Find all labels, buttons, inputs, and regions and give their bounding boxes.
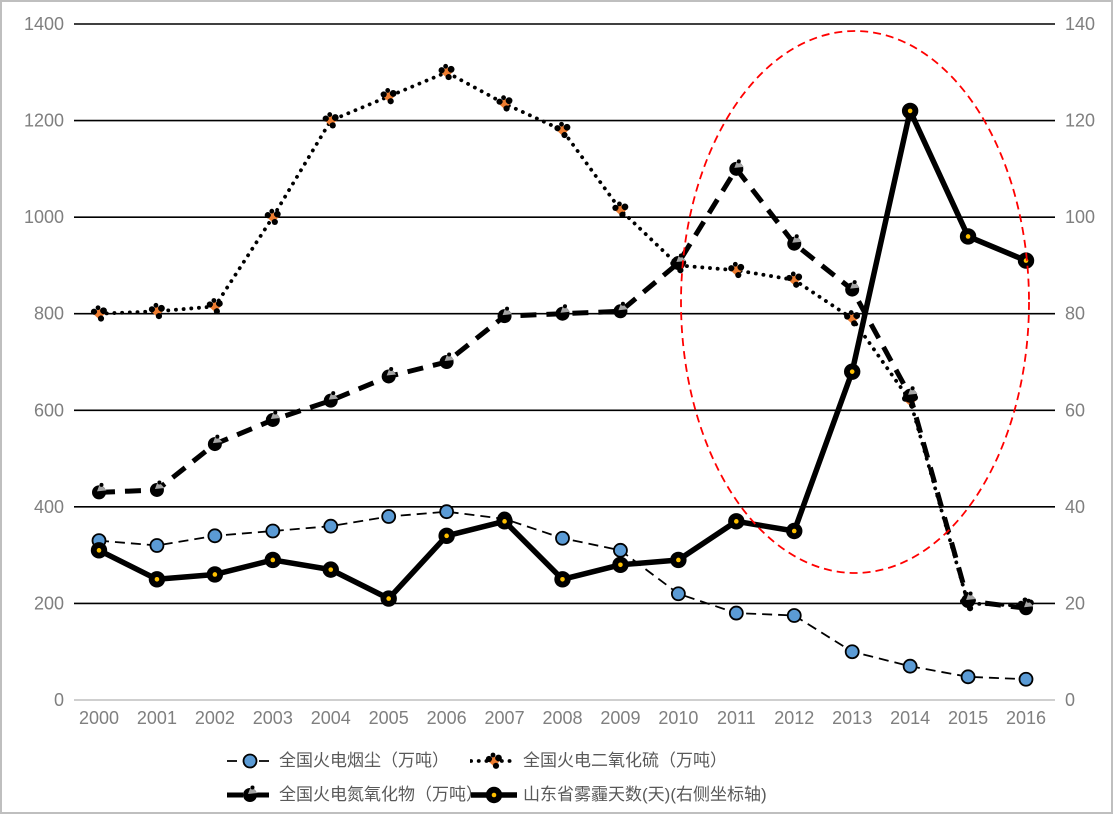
svg-text:2010: 2010 bbox=[658, 708, 698, 728]
svg-text:2012: 2012 bbox=[774, 708, 814, 728]
series-haze_days bbox=[90, 102, 1035, 607]
series-nox bbox=[92, 159, 1034, 616]
svg-text:200: 200 bbox=[34, 593, 64, 613]
svg-text:20: 20 bbox=[1065, 593, 1085, 613]
svg-text:2007: 2007 bbox=[485, 708, 525, 728]
svg-text:2005: 2005 bbox=[369, 708, 409, 728]
svg-text:2013: 2013 bbox=[832, 708, 872, 728]
svg-text:2009: 2009 bbox=[600, 708, 640, 728]
svg-text:2004: 2004 bbox=[311, 708, 351, 728]
svg-text:80: 80 bbox=[1065, 304, 1085, 324]
series-smoke_dust bbox=[91, 504, 1034, 687]
svg-text:2015: 2015 bbox=[948, 708, 988, 728]
svg-text:2001: 2001 bbox=[137, 708, 177, 728]
annotation-ellipse bbox=[680, 30, 1030, 574]
svg-text:0: 0 bbox=[54, 690, 64, 710]
svg-text:600: 600 bbox=[34, 400, 64, 420]
svg-text:1000: 1000 bbox=[24, 207, 64, 227]
svg-text:100: 100 bbox=[1065, 207, 1095, 227]
svg-text:120: 120 bbox=[1065, 111, 1095, 131]
svg-text:2011: 2011 bbox=[717, 708, 756, 728]
svg-text:2000: 2000 bbox=[79, 708, 119, 728]
svg-text:140: 140 bbox=[1065, 14, 1095, 34]
right-axis-tick-labels: 0 20 40 60 80 100 120 140 bbox=[1065, 14, 1095, 710]
svg-text:1200: 1200 bbox=[24, 111, 64, 131]
svg-text:40: 40 bbox=[1065, 497, 1085, 517]
left-axis-tick-labels: 0 200 400 600 800 1000 1200 1400 bbox=[24, 14, 64, 710]
svg-text:2016: 2016 bbox=[1006, 708, 1046, 728]
svg-text:0: 0 bbox=[1065, 690, 1075, 710]
svg-text:2006: 2006 bbox=[427, 708, 467, 728]
svg-text:2014: 2014 bbox=[890, 708, 930, 728]
svg-text:60: 60 bbox=[1065, 400, 1085, 420]
svg-text:2008: 2008 bbox=[542, 708, 582, 728]
svg-text:2003: 2003 bbox=[253, 708, 293, 728]
svg-text:2002: 2002 bbox=[195, 708, 235, 728]
x-axis-tick-labels: 2000 2001 2002 2003 2004 2005 2006 2007 2008 2009… bbox=[79, 708, 1046, 728]
svg-text:800: 800 bbox=[34, 304, 64, 324]
svg-text:1400: 1400 bbox=[24, 14, 64, 34]
svg-text:400: 400 bbox=[34, 497, 64, 517]
